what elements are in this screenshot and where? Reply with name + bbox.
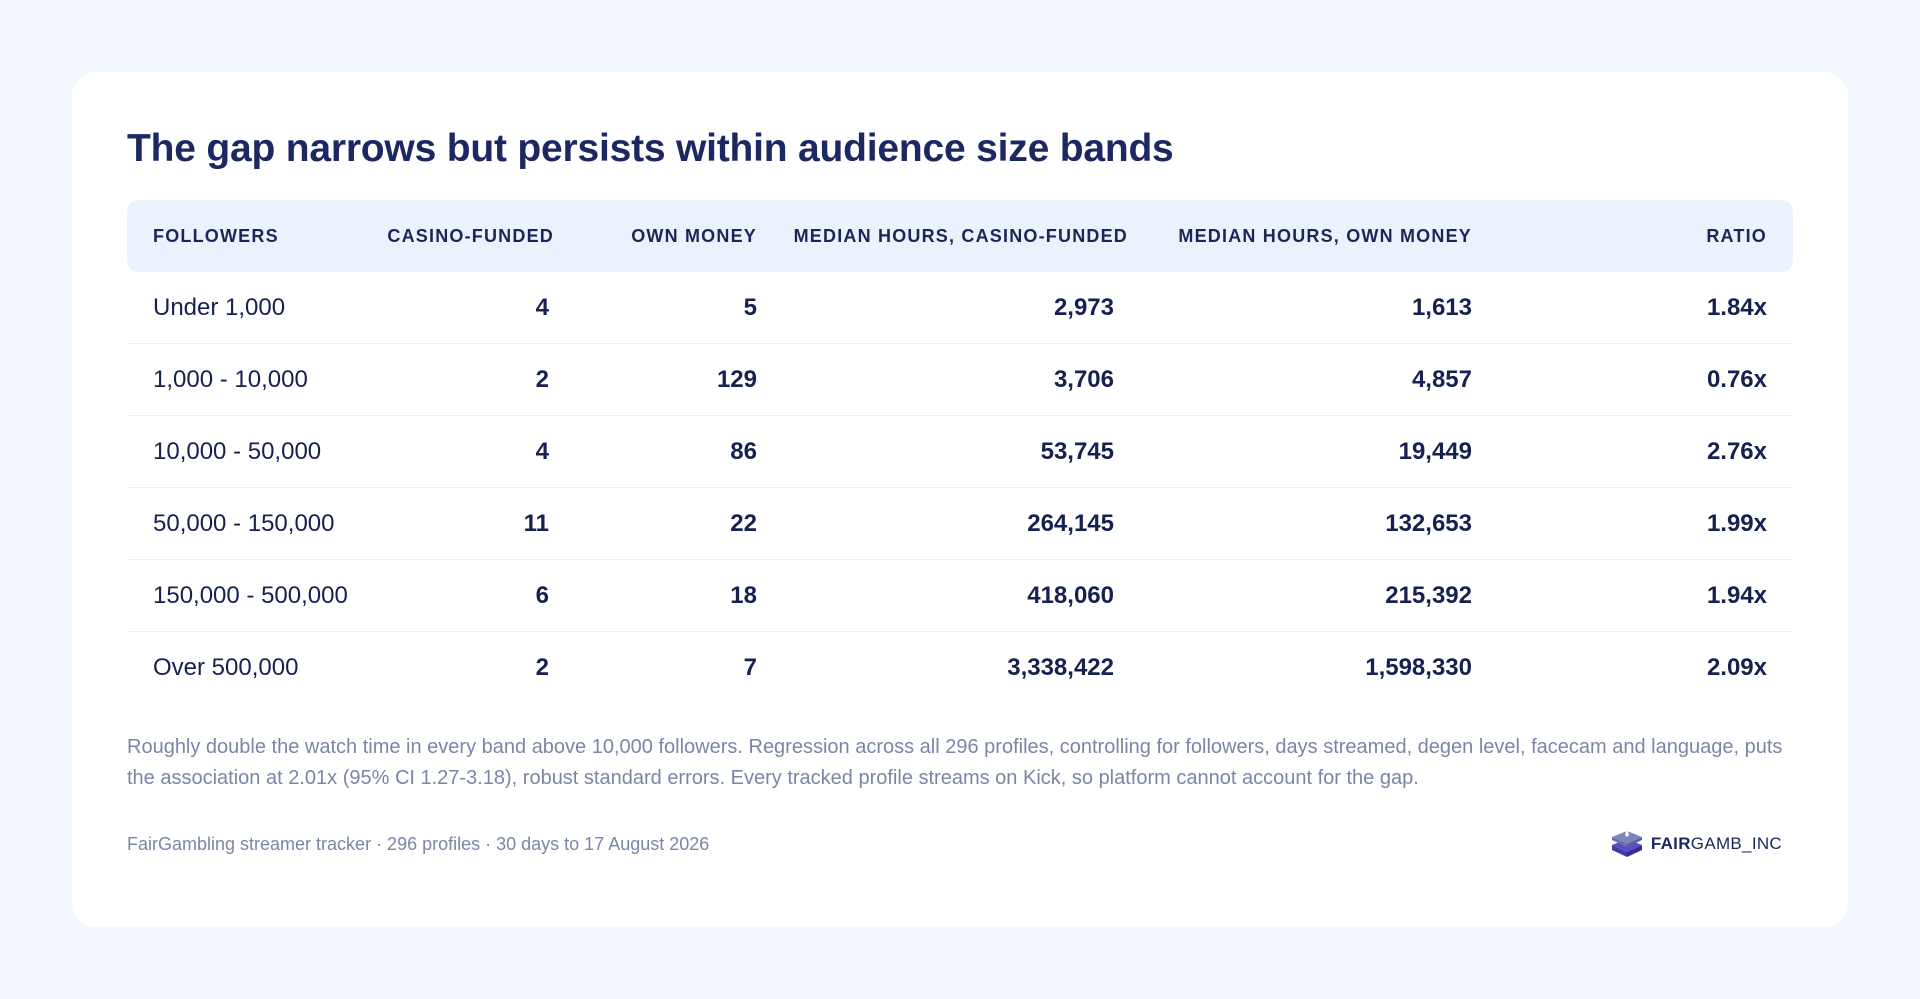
data-table: FOLLOWERS CASINO-FUNDED OWN MONEY MEDIAN… [127,200,1793,703]
table-row: 50,000 - 150,000 11 22 264,145 132,653 1… [127,488,1793,560]
table-row: Under 1,000 4 5 2,973 1,613 1.84x [127,272,1793,344]
cell-own-money: 86 [574,416,757,488]
cell-followers: 10,000 - 50,000 [127,416,379,488]
header-median-hours-casino-funded: MEDIAN HOURS, CASINO-FUNDED [757,200,1128,272]
cell-median-hours-casino-funded: 53,745 [757,416,1128,488]
cell-own-money: 129 [574,344,757,416]
cell-casino-funded: 2 [379,344,574,416]
footer: FairGambling streamer tracker · 296 prof… [127,824,1782,864]
cell-own-money: 5 [574,272,757,344]
brand-logo: FAIRGAMB_INC [1610,824,1782,864]
cell-median-hours-casino-funded: 418,060 [757,560,1128,632]
cell-casino-funded: 4 [379,416,574,488]
cell-median-hours-own-money: 215,392 [1128,560,1472,632]
cell-median-hours-casino-funded: 3,706 [757,344,1128,416]
cell-ratio: 1.94x [1472,560,1793,632]
cell-casino-funded: 11 [379,488,574,560]
methodology-note: Roughly double the watch time in every b… [127,736,1783,789]
content-card: The gap narrows but persists within audi… [72,72,1848,927]
cell-followers: 50,000 - 150,000 [127,488,379,560]
cell-followers: Under 1,000 [127,272,379,344]
cell-median-hours-casino-funded: 2,973 [757,272,1128,344]
cell-casino-funded: 6 [379,560,574,632]
cell-median-hours-own-money: 19,449 [1128,416,1472,488]
header-own-money: OWN MONEY [574,200,757,272]
cell-ratio: 2.76x [1472,416,1793,488]
header-followers: FOLLOWERS [127,200,379,272]
cell-median-hours-own-money: 1,598,330 [1365,653,1472,681]
table-row: 10,000 - 50,000 4 86 53,745 19,449 2.76x [127,416,1793,488]
table-header-row: FOLLOWERS CASINO-FUNDED OWN MONEY MEDIAN… [127,200,1793,272]
cell-casino-funded: 2 [535,653,549,681]
cell-casino-funded: 4 [379,272,574,344]
cell-followers: 1,000 - 10,000 [127,344,379,416]
cell-median-hours-own-money: 1,613 [1128,272,1472,344]
cell-own-money: 7 [743,653,757,681]
cell-ratio: 1.84x [1472,272,1793,344]
cell-followers: Over 500,000 [153,653,299,681]
logo-wordmark: FAIRGAMB_INC [1651,834,1782,854]
cell-ratio: 1.99x [1472,488,1793,560]
table-row: Over 500,000 2 7 3,338,422 1,598,330 2.0… [127,632,1793,703]
cell-median-hours-own-money: 132,653 [1128,488,1472,560]
header-casino-funded: CASINO-FUNDED [379,200,574,272]
source-caption: FairGambling streamer tracker · 296 prof… [127,834,710,854]
header-ratio: RATIO [1472,200,1793,272]
table-row: 1,000 - 10,000 2 129 3,706 4,857 0.76x [127,344,1793,416]
cell-median-hours-casino-funded: 3,338,422 [1007,653,1114,681]
logo-wordmark-bold: FAIR [1650,834,1691,853]
header-median-hours-own-money: MEDIAN HOURS, OWN MONEY [1128,200,1472,272]
stacked-chip-icon [1610,826,1644,863]
cell-followers: 150,000 - 500,000 [127,560,379,632]
logo-wordmark-light: GAMB_INC [1690,834,1782,853]
cell-median-hours-casino-funded: 264,145 [757,488,1128,560]
cell-ratio: 0.76x [1472,344,1793,416]
table-row: 150,000 - 500,000 6 18 418,060 215,392 1… [127,560,1793,632]
page-title: The gap narrows but persists within audi… [127,127,1174,170]
cell-median-hours-own-money: 4,857 [1128,344,1472,416]
cell-own-money: 22 [574,488,757,560]
cell-ratio: 2.09x [1706,653,1767,681]
cell-own-money: 18 [574,560,757,632]
